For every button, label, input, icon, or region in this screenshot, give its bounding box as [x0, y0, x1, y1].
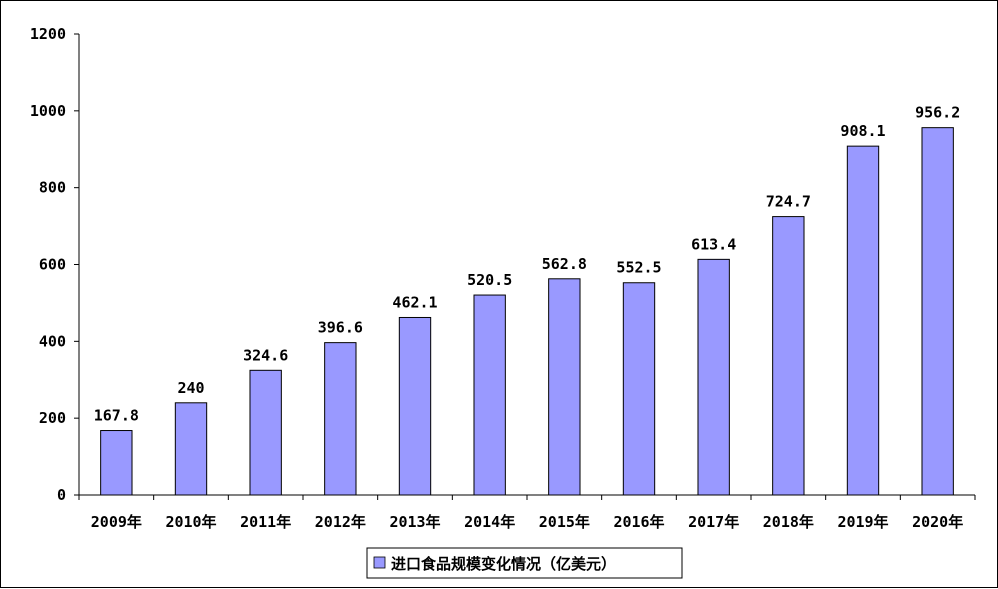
legend: 进口食品规模变化情况（亿美元）	[366, 547, 683, 579]
bar-value-label: 562.8	[542, 255, 587, 273]
legend-box	[366, 547, 683, 579]
y-tick-label: 600	[39, 256, 66, 274]
bar-value-label: 908.1	[840, 122, 885, 140]
y-axis-ticks: 0 200 400 600 800 1000 1200	[30, 25, 79, 504]
bar-value-label: 956.2	[915, 104, 960, 122]
x-tick-label: 2019年	[837, 513, 888, 531]
x-tick-label: 2015年	[539, 513, 590, 531]
bar	[772, 216, 805, 496]
y-tick-label: 200	[39, 409, 66, 427]
y-tick-label: 400	[39, 332, 66, 350]
bar	[846, 145, 880, 496]
y-tick-label: 0	[57, 486, 66, 504]
bar	[697, 258, 730, 496]
bar-value-label: 324.6	[243, 346, 288, 364]
x-tick-label: 2018年	[763, 513, 814, 531]
bar	[622, 282, 656, 496]
bar-value-label: 240	[177, 379, 204, 397]
x-tick-label: 2009年	[91, 513, 142, 531]
x-tick-label: 2013年	[389, 513, 440, 531]
bar-value-label: 724.7	[766, 193, 811, 211]
x-tick-label: 2012年	[315, 513, 366, 531]
bar-series	[100, 127, 954, 496]
x-tick-label: 2010年	[165, 513, 216, 531]
bar	[548, 278, 581, 496]
x-tick-label: 2011年	[240, 513, 291, 531]
x-tick-label: 2014年	[464, 513, 515, 531]
bar-value-label: 396.6	[318, 319, 363, 337]
bar	[473, 294, 506, 496]
bar-value-label: 520.5	[467, 271, 512, 289]
bar	[100, 430, 133, 496]
value-labels: 167.8 240 324.6 396.6 462.1 520.5 562.8 552.5 61…	[94, 104, 960, 425]
x-tick-label: 2020年	[912, 513, 963, 531]
bar-value-label: 552.5	[616, 259, 661, 277]
x-tick-label: 2016年	[613, 513, 664, 531]
bar	[921, 127, 954, 496]
y-tick-label: 1000	[30, 102, 66, 120]
bar	[174, 402, 208, 496]
y-tick-label: 1200	[30, 25, 66, 43]
legend-label: 进口食品规模变化情况（亿美元）	[391, 555, 616, 573]
bar	[249, 369, 282, 496]
bar	[324, 342, 357, 496]
bar-value-label: 613.4	[691, 235, 736, 253]
bar-value-label: 167.8	[94, 407, 139, 425]
y-tick-label: 800	[39, 179, 66, 197]
bar	[398, 316, 432, 496]
bar-value-label: 462.1	[392, 293, 437, 311]
legend-swatch	[373, 556, 386, 569]
x-tick-label: 2017年	[688, 513, 739, 531]
x-axis-ticks: 2009年 2010年 2011年 2012年 2013年 2014年 2015年 2016年…	[78, 495, 976, 531]
